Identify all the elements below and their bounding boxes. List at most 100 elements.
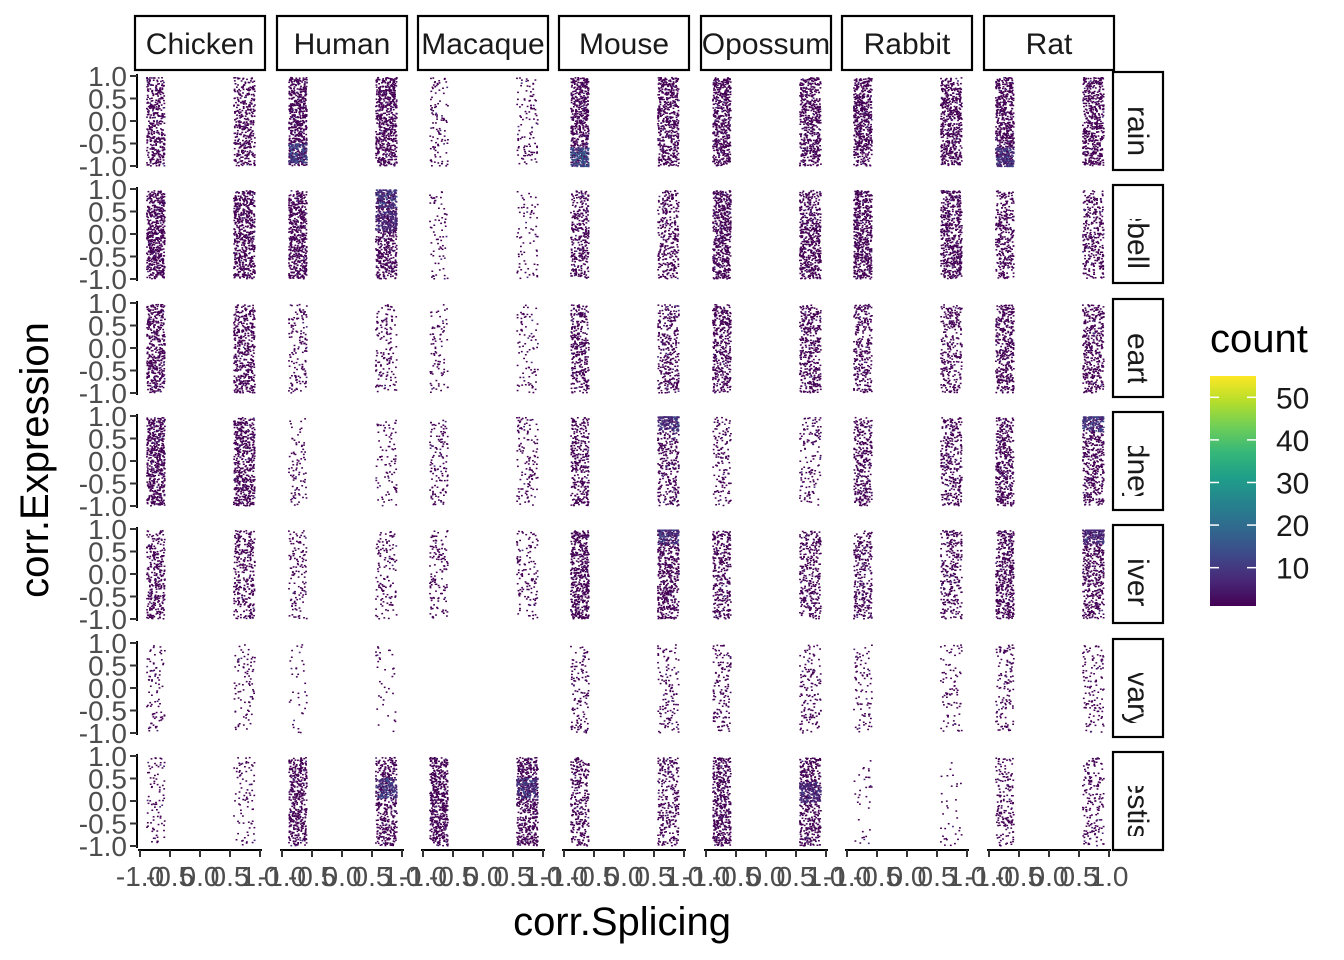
bin-cell — [663, 126, 665, 128]
bin-cell — [810, 83, 812, 85]
bin-cell — [666, 89, 668, 91]
bin-cell — [524, 149, 526, 151]
bin-cell — [161, 109, 163, 111]
bin-cell — [148, 133, 150, 135]
bin-cell — [870, 131, 872, 133]
bin-cell — [529, 119, 531, 121]
bin-cell — [676, 115, 678, 117]
bin-cell — [245, 103, 247, 105]
bin-cell — [153, 80, 155, 82]
bin-cell — [587, 79, 589, 81]
bin-cell — [869, 147, 871, 149]
bin-cell — [865, 155, 867, 157]
bin-cell — [806, 135, 808, 137]
bin-cell — [661, 85, 663, 87]
bin-cell — [583, 101, 585, 103]
bin-cell — [722, 150, 724, 152]
bin-cell — [671, 132, 673, 134]
bin-cell — [808, 139, 810, 141]
bin-cell — [663, 99, 665, 101]
bin-cell — [289, 164, 291, 166]
bin-cell — [253, 133, 255, 135]
bin-cell — [254, 91, 256, 93]
bin-cell — [532, 88, 534, 90]
bin-cell — [434, 82, 436, 84]
bin-cell — [856, 78, 858, 80]
bin-cell — [804, 157, 806, 159]
bin-cell — [147, 129, 149, 131]
bin-cell — [146, 142, 148, 144]
bin-cell — [676, 131, 678, 133]
bin-cell — [804, 127, 806, 129]
bin-cell — [577, 77, 579, 79]
y-axis-row-5: -1.0-0.50.00.51.0 — [79, 514, 137, 635]
bin-cell — [658, 97, 660, 99]
bin-cell — [154, 126, 156, 128]
bin-cell — [587, 100, 589, 102]
bin-cell — [431, 112, 433, 114]
bin-cell — [150, 140, 152, 142]
bin-cell — [240, 157, 242, 159]
bin-cell — [719, 143, 721, 145]
bin-cell — [812, 158, 814, 160]
bin-cell — [854, 124, 856, 126]
bin-cell — [571, 132, 573, 134]
bin-cell — [379, 116, 381, 118]
bin-cell — [810, 156, 812, 158]
bin-cell — [239, 146, 241, 148]
bin-cell — [157, 95, 159, 97]
bin-cell — [250, 123, 252, 125]
bin-cell — [712, 156, 714, 158]
bin-cell — [250, 80, 252, 82]
bin-cell — [658, 125, 660, 127]
bin-cell — [445, 81, 447, 83]
bin-cell — [294, 93, 296, 95]
bin-cell — [660, 145, 662, 147]
bin-cell — [297, 130, 299, 132]
bin-cell — [659, 143, 661, 145]
bin-cell — [303, 117, 305, 119]
bin-cell — [668, 109, 670, 111]
bin-cell — [808, 89, 810, 91]
bin-cell — [818, 121, 820, 123]
bin-cell — [380, 94, 382, 96]
bin-cell — [726, 138, 728, 140]
bin-cell — [148, 121, 150, 123]
bin-cell — [578, 109, 580, 111]
bin-cell — [577, 139, 579, 141]
bin-cell — [301, 102, 303, 104]
bin-cell — [716, 87, 718, 89]
bin-cell — [249, 109, 251, 111]
bin-cell — [728, 128, 730, 130]
bin-cell — [860, 164, 862, 166]
bin-cell — [249, 150, 251, 152]
bin-cell — [291, 92, 293, 94]
bin-cell — [663, 128, 665, 129]
bin-cell — [291, 81, 293, 83]
bin-cell — [861, 121, 863, 123]
bin-cell — [804, 144, 806, 146]
bin-cell — [724, 120, 726, 122]
bin-cell — [658, 157, 660, 159]
bin-cell — [724, 138, 726, 140]
bin-cell — [390, 125, 392, 127]
bin-cell — [376, 140, 378, 142]
bin-cell — [587, 112, 589, 114]
bin-cell — [866, 84, 868, 86]
bin-cell — [820, 83, 822, 85]
bin-cell — [667, 107, 669, 109]
bin-cell — [804, 155, 806, 157]
bin-cell — [380, 145, 382, 147]
bin-cell — [659, 153, 661, 155]
bin-cell — [150, 144, 152, 146]
bin-cell — [527, 106, 529, 108]
bin-cell — [439, 89, 441, 91]
bin-cell — [677, 93, 679, 95]
bin-cell — [242, 86, 244, 88]
bin-cell — [799, 111, 801, 113]
bin-cell — [668, 131, 670, 133]
bin-cell — [579, 125, 581, 127]
bin-cell — [587, 96, 589, 98]
bin-cell — [670, 164, 672, 166]
bin-cell — [816, 116, 818, 118]
